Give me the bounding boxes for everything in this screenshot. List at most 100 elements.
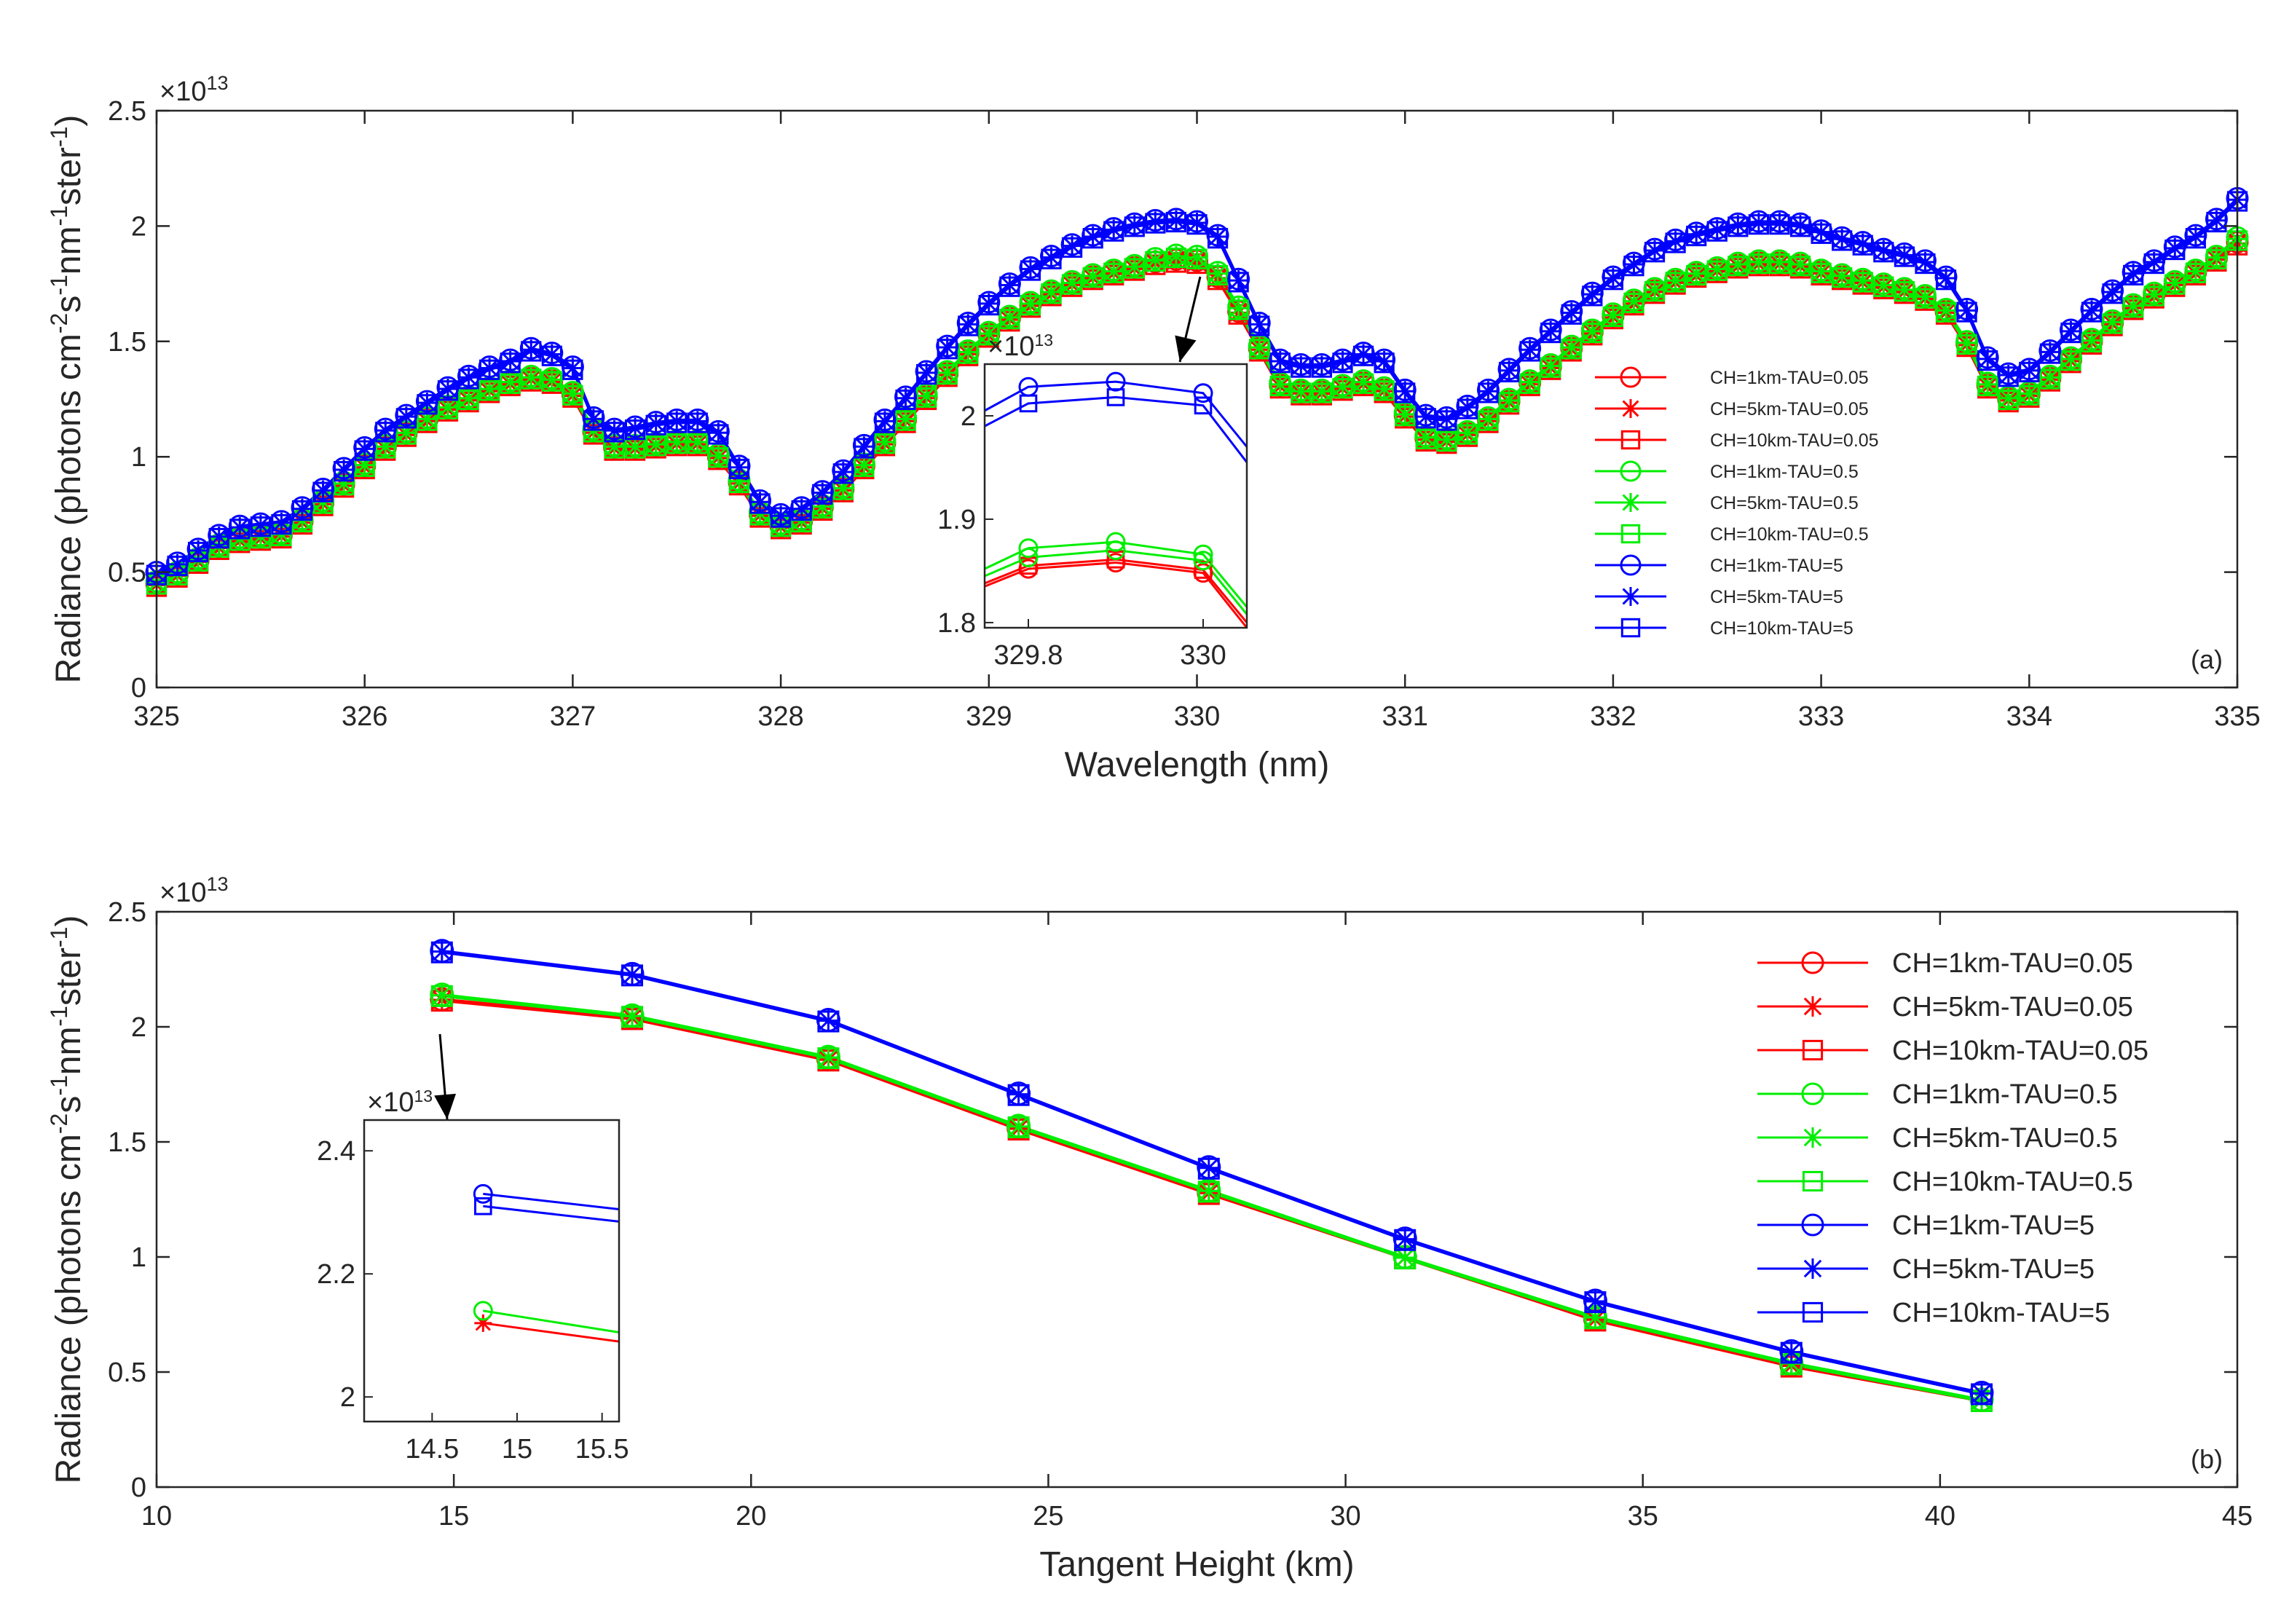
legend-item-label: CH=10km-TAU=0.5 [1710,524,1869,545]
marker-asterisk [999,275,1020,296]
marker-square [2206,211,2227,233]
marker-asterisk [479,358,500,379]
marker-square [817,1047,840,1070]
y-multiplier: ×1013 [367,1087,433,1118]
marker-asterisk [1873,240,1894,261]
marker-square [1706,221,1728,242]
marker-square [1789,216,1811,237]
legend-item-label: CH=5km-TAU=0.05 [1710,399,1869,419]
marker-square [1228,272,1249,293]
marker-asterisk [1145,249,1166,270]
marker-square [1802,1170,1824,1192]
y-multiplier-base: ×10 [988,331,1034,362]
y-axis-label-part: s [50,296,88,313]
marker-asterisk [832,478,854,499]
marker-square [562,359,583,380]
marker-circle [1193,544,1213,564]
marker-square [2081,301,2103,323]
marker-square [1540,322,1561,344]
inset-line [985,395,1247,463]
marker-asterisk [562,358,583,379]
marker-square [2102,313,2123,334]
marker-asterisk [1165,210,1186,231]
marker-square [1706,260,1728,281]
marker-asterisk [1706,259,1728,280]
inset-y-tick-label: 2 [961,401,976,432]
marker-square [430,985,453,1007]
marker-square [1165,211,1187,233]
inset-y-tick-label: 1.8 [937,608,976,639]
marker-square [474,1197,492,1215]
marker-square [1291,382,1312,403]
marker-asterisk [1998,387,2019,409]
marker-asterisk [208,526,229,547]
marker-square [832,463,854,484]
panel-a: 325 326 327 328 329 330 331 332 333 334 335 0 0.5 1 1.… [46,72,2261,784]
legend-item-label: CH=5km-TAU=0.5 [1710,493,1859,513]
marker-square [1977,350,1998,371]
marker-square [1269,375,1291,397]
marker-asterisk [832,462,854,483]
x-tick-label: 330 [1174,701,1220,732]
marker-asterisk [1686,263,1707,284]
marker-circle [1801,1213,1824,1237]
marker-asterisk [817,1046,840,1069]
marker-asterisk [1894,245,1915,266]
marker-square [1728,256,1749,277]
marker-circle [1193,551,1213,571]
marker-asterisk [334,459,355,480]
marker-square [1686,264,1707,285]
marker-asterisk [1561,302,1582,323]
marker-square [1457,398,1478,419]
marker-asterisk [1269,351,1291,372]
marker-square [1977,375,1998,397]
marker-asterisk [1665,231,1686,252]
marker-square [1623,292,1644,313]
x-tick-label: 332 [1590,701,1636,732]
marker-square [1207,228,1229,249]
marker-asterisk [1394,1246,1417,1269]
marker-asterisk [874,431,895,452]
marker-square [1620,524,1641,544]
marker-square [687,412,708,433]
marker-asterisk [1062,235,1083,256]
y-axis-label-part: -2 [46,313,72,334]
marker-asterisk [749,492,771,513]
marker-circle [1801,951,1824,974]
marker-asterisk [1790,215,1811,236]
marker-circle [1018,538,1039,559]
marker-square [621,1006,644,1028]
marker-square [1915,288,1936,309]
marker-square [1956,334,1977,355]
marker-square [1374,352,1395,374]
marker-square [1519,341,1540,362]
marker-square [1620,618,1641,638]
marker-square [437,380,459,401]
marker-asterisk [1228,270,1249,291]
marker-asterisk [395,422,417,444]
marker-square [1769,214,1790,235]
marker-asterisk [916,362,937,383]
marker-square [1145,213,1166,234]
marker-asterisk [1665,270,1686,291]
marker-square [1194,561,1213,579]
marker-asterisk [1832,265,1853,286]
marker-square [1956,301,1977,323]
marker-square [1789,256,1811,277]
marker-square [1852,272,1873,293]
marker-asterisk [1311,355,1332,377]
y-multiplier-exp: 13 [206,873,228,895]
marker-square [188,541,209,563]
marker-asterisk [271,512,292,533]
marker-square [1498,392,1520,413]
marker-asterisk [1803,1127,1823,1148]
marker-asterisk [1748,251,1769,272]
marker-square [817,1010,840,1033]
marker-square [458,389,479,411]
marker-square [1998,366,2019,387]
marker-square [895,410,916,431]
marker-asterisk [1644,279,1666,300]
marker-asterisk [1041,247,1062,268]
marker-circle [1106,371,1126,392]
marker-asterisk [958,314,979,335]
